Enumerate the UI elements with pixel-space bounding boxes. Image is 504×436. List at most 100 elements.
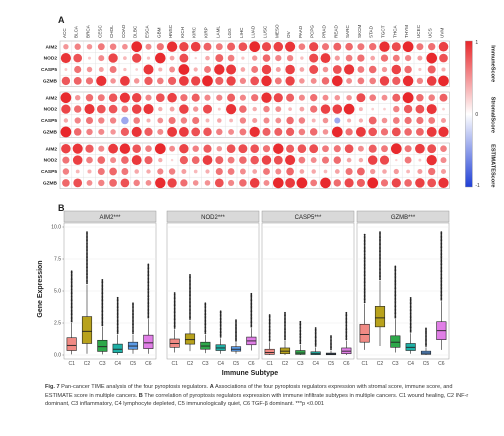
outlier-point bbox=[394, 305, 397, 308]
correlation-dot bbox=[133, 179, 140, 187]
column-label: OV bbox=[286, 30, 291, 38]
x-tick-label: C6 bbox=[438, 361, 445, 367]
correlation-dot bbox=[286, 54, 294, 62]
correlation-dot bbox=[249, 178, 260, 188]
outlier-point bbox=[219, 326, 222, 328]
correlation-dot bbox=[404, 128, 412, 136]
outlier-point bbox=[86, 273, 88, 276]
column-label: LUSC bbox=[263, 25, 268, 38]
outlier-point bbox=[379, 238, 381, 240]
correlation-dot bbox=[249, 41, 261, 53]
correlation-dot bbox=[167, 126, 178, 137]
correlation-dot bbox=[261, 75, 272, 87]
outlier-point bbox=[204, 316, 207, 319]
outlier-point bbox=[235, 339, 237, 342]
caption-significance: ***p <0.001 bbox=[295, 401, 324, 408]
outlier-point bbox=[394, 304, 397, 307]
correlation-dot bbox=[334, 117, 341, 124]
outlier-point bbox=[440, 272, 443, 274]
outlier-point bbox=[101, 285, 104, 288]
correlation-dot bbox=[346, 94, 352, 101]
column-label: THCA bbox=[392, 25, 397, 38]
correlation-dot bbox=[239, 128, 247, 136]
outlier-point bbox=[189, 316, 191, 319]
outlier-point bbox=[284, 316, 286, 318]
correlation-dot bbox=[145, 145, 152, 152]
correlation-dot bbox=[145, 180, 152, 186]
outlier-point bbox=[189, 285, 191, 287]
correlation-dot bbox=[191, 156, 200, 164]
correlation-dot bbox=[146, 169, 151, 174]
correlation-dot bbox=[286, 167, 294, 176]
correlation-dot bbox=[169, 106, 175, 112]
row-label: NOD2 bbox=[44, 158, 58, 164]
outlier-point bbox=[440, 270, 443, 273]
outlier-point bbox=[394, 311, 397, 314]
outlier-point bbox=[101, 287, 104, 290]
outlier-point bbox=[299, 330, 302, 333]
outlier-point bbox=[425, 338, 427, 341]
correlation-dot bbox=[97, 94, 105, 102]
outlier-point bbox=[219, 327, 222, 330]
correlation-dot bbox=[227, 54, 235, 62]
colorbar bbox=[465, 40, 473, 188]
outlier-point bbox=[70, 287, 73, 289]
correlation-dot bbox=[179, 53, 189, 63]
correlation-dot bbox=[169, 145, 176, 152]
correlation-dot bbox=[158, 157, 163, 163]
correlation-dot bbox=[179, 42, 189, 52]
column-label: KIRP bbox=[204, 27, 209, 38]
correlation-dot bbox=[298, 94, 305, 101]
outlier-point bbox=[363, 264, 366, 267]
outlier-point bbox=[363, 274, 366, 277]
outlier-point bbox=[173, 294, 176, 297]
column-label: UCEC bbox=[416, 24, 421, 38]
outlier-point bbox=[394, 307, 397, 309]
correlation-dot bbox=[61, 76, 71, 86]
outlier-point bbox=[132, 330, 134, 333]
outlier-point bbox=[363, 236, 366, 239]
correlation-dot bbox=[428, 167, 436, 176]
correlation-dot bbox=[63, 44, 69, 50]
correlation-dot bbox=[427, 65, 436, 74]
correlation-dot bbox=[310, 77, 317, 84]
outlier-point bbox=[116, 313, 119, 316]
correlation-dot bbox=[296, 177, 308, 189]
outlier-point bbox=[330, 346, 332, 349]
outlier-point bbox=[219, 313, 222, 315]
outlier-point bbox=[86, 234, 88, 236]
correlation-dot bbox=[404, 179, 412, 187]
outlier-point bbox=[268, 338, 271, 341]
outlier-point bbox=[219, 333, 222, 335]
outlier-point bbox=[132, 325, 134, 327]
outlier-point bbox=[250, 310, 253, 313]
outlier-point bbox=[440, 246, 443, 249]
correlation-dot bbox=[86, 128, 93, 136]
outlier-point bbox=[101, 280, 104, 283]
outlier-point bbox=[189, 273, 191, 276]
outlier-point bbox=[250, 295, 253, 298]
outlier-point bbox=[425, 327, 427, 330]
correlation-dot bbox=[74, 43, 81, 50]
caption-b-text: The correlation of pyroptosis regulators… bbox=[144, 392, 398, 399]
outlier-point bbox=[345, 325, 348, 328]
outlier-point bbox=[132, 327, 134, 330]
correlation-dot bbox=[322, 117, 329, 124]
correlation-dot bbox=[98, 179, 105, 187]
outlier-point bbox=[147, 290, 150, 292]
outlier-point bbox=[379, 275, 381, 278]
correlation-dot bbox=[285, 64, 295, 75]
outlier-point bbox=[189, 300, 191, 303]
correlation-dot bbox=[275, 54, 282, 62]
outlier-point bbox=[330, 343, 332, 346]
outlier-point bbox=[70, 316, 73, 319]
correlation-dot bbox=[122, 43, 128, 50]
outlier-point bbox=[363, 276, 366, 278]
outlier-point bbox=[132, 309, 134, 312]
correlation-dot bbox=[272, 177, 284, 189]
correlation-dot bbox=[214, 178, 224, 188]
outlier-point bbox=[379, 256, 381, 259]
correlation-dot bbox=[331, 126, 343, 138]
correlation-dot bbox=[192, 116, 200, 125]
outlier-point bbox=[116, 299, 119, 302]
